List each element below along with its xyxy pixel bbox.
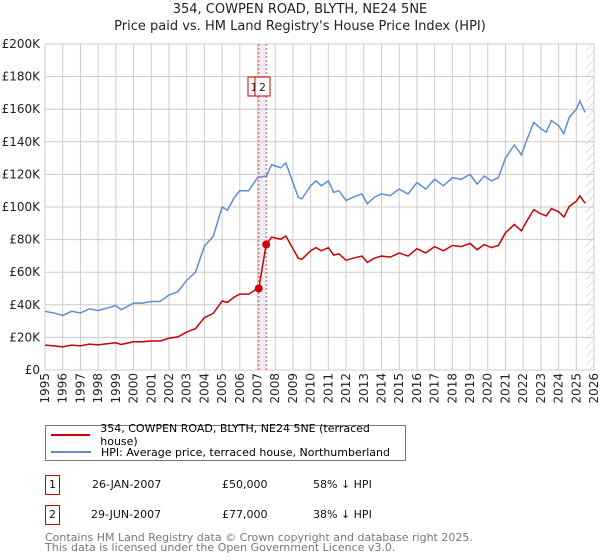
x-tick-label: 2015 (392, 373, 406, 404)
x-tick-label: 2012 (339, 373, 353, 404)
y-tick-label: £140K (2, 135, 42, 149)
legend-swatch (51, 451, 91, 453)
sale-price: £50,000 (222, 478, 268, 491)
sale-marker-label: 1 (251, 81, 258, 94)
x-tick-label: 2010 (304, 373, 318, 404)
y-tick-label: £100K (2, 200, 42, 214)
x-tick-label: 2016 (410, 373, 424, 404)
x-tick-label: 2000 (127, 373, 141, 404)
legend-label: 354, COWPEN ROAD, BLYTH, NE24 5NE (terra… (100, 422, 370, 448)
x-tick-label: 2004 (197, 373, 211, 404)
x-tick-label: 2018 (445, 373, 459, 404)
footer-licence: This data is licensed under the Open Gov… (45, 541, 396, 554)
sale-date: 29-JUN-2007 (91, 508, 162, 521)
y-tick-label: £20K (9, 330, 41, 344)
x-tick-label: 2021 (498, 373, 512, 404)
y-tick-label: £40K (9, 298, 41, 312)
x-tick-label: 2019 (463, 373, 477, 404)
plot-border (44, 43, 595, 371)
sale-marker-badge: 1 (45, 475, 60, 495)
hpi-line (44, 99, 586, 317)
x-tick-label: 2002 (162, 373, 176, 404)
sale-hpi-diff: 38% ↓ HPI (313, 508, 372, 521)
x-tick-label: 2006 (233, 373, 247, 404)
x-tick-label: 2003 (180, 373, 194, 404)
x-tick-label: 1999 (109, 373, 123, 404)
x-tick-label: 1996 (56, 373, 70, 404)
x-tick-label: 2009 (286, 373, 300, 404)
legend-item-hpi: HPI: Average price, terraced house, Nort… (46, 444, 390, 460)
legend-label: HPI: Average price, terraced house, Nort… (101, 445, 390, 459)
sale-price: £77,000 (222, 508, 268, 521)
y-tick-label: £120K (2, 167, 42, 181)
x-tick-label: 2020 (481, 373, 495, 404)
y-tick-label: £80K (9, 233, 41, 247)
y-tick-label: £0 (25, 363, 40, 377)
sale-hpi-diff: 58% ↓ HPI (313, 478, 372, 491)
x-tick-label: 1997 (73, 373, 87, 404)
x-tick-label: 2017 (428, 373, 442, 404)
x-tick-label: 2008 (268, 373, 282, 404)
chart-title: 354, COWPEN ROAD, BLYTH, NE24 5NE (172, 2, 428, 17)
y-tick-label: £180K (2, 70, 42, 84)
property-price-line (44, 194, 586, 348)
chart-subtitle: Price paid vs. HM Land Registry's House … (114, 19, 486, 34)
sale-marker-label: 2 (259, 81, 266, 94)
y-tick-label: £160K (2, 102, 42, 116)
x-tick-label: 2001 (144, 373, 158, 404)
x-tick-label: 2014 (374, 373, 388, 404)
legend-swatch (51, 434, 91, 436)
sale-marker-box (254, 76, 271, 97)
x-tick-label: 2024 (552, 373, 566, 404)
plot-area: £0 £20K £40K £60K £80K £100K £120K £140K £160K £1… (2, 37, 600, 404)
x-tick-label: 1995 (38, 373, 52, 404)
x-tick-label: 2007 (251, 373, 265, 404)
x-tick-label: 2005 (215, 373, 229, 404)
legend: 354, COWPEN ROAD, BLYTH, NE24 5NE (terra… (45, 422, 406, 461)
x-tick-label: 2022 (516, 373, 530, 404)
y-tick-label: £200K (2, 37, 42, 51)
y-tick-label: £60K (9, 265, 41, 279)
x-tick-label: 2025 (569, 373, 583, 404)
legend-item-property: 354, COWPEN ROAD, BLYTH, NE24 5NE (terra… (46, 422, 405, 448)
sale-date: 26-JAN-2007 (92, 478, 162, 491)
x-tick-label: 2023 (534, 373, 548, 404)
sale-marker-badge: 2 (45, 505, 60, 525)
x-tick-label: 2026 (587, 373, 600, 404)
sale-point (262, 240, 271, 249)
footer-copyright: Contains HM Land Registry data © Crown c… (45, 531, 473, 544)
x-tick-label: 2011 (321, 373, 335, 404)
x-tick-label: 2013 (357, 373, 371, 404)
sale-point (254, 284, 263, 293)
x-tick-label: 1998 (91, 373, 105, 404)
